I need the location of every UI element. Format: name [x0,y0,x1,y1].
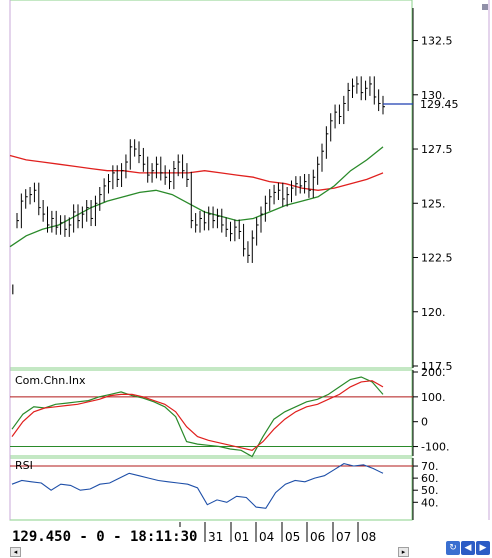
price-bars [16,76,385,263]
rsi-panel [9,457,413,521]
rsi-line [11,463,384,509]
time-label: 31 [208,530,223,544]
axis-tick-label: 125. [421,197,446,210]
axis-tick-label: 117.5 [421,360,453,373]
arrow-left-icon[interactable]: ◀ [461,541,475,555]
axis-tick-label: 122.5 [421,252,453,265]
cci-line [11,376,384,458]
time-label: 06 [310,530,325,544]
cci-panel [9,369,413,457]
time-label: 07 [336,530,351,544]
axis-tick-label: 127.5 [421,143,453,156]
axis-tick-label: 130. [421,89,446,102]
time-label: 04 [259,530,274,544]
last-price-label: 129.45 [420,98,459,111]
axis-tick-label: 100. [421,391,446,404]
rsi-lines [10,463,413,509]
cci-title: Com.Chn.Inx [15,374,86,387]
axis-tick-label: -100. [421,441,449,454]
rsi-axis-ticks: 70.60.50.40. [413,460,439,509]
moving-averages [9,146,384,248]
scroll-right-button[interactable]: ▸ [398,547,409,557]
axis-tick-label: 132.5 [421,35,453,48]
price-axis-ticks: 132.5 130. 127.5 125. 122.5 120. 117.5 [413,35,453,373]
price-readout: 129.450 - 0 - 18:11:30 [10,527,200,547]
corner-marker [482,4,488,10]
price-panel [9,0,413,369]
moving-average-line [9,146,384,248]
cci-line [11,380,384,451]
axis-tick-label: 40. [421,496,439,509]
axis-tick-label: 120. [421,306,446,319]
refresh-icon[interactable]: ↻ [446,541,460,555]
axis-tick-label: 200. [421,366,446,379]
axis-tick-label: 0 [421,416,428,429]
arrow-right-icon[interactable]: ▶ [476,541,490,555]
cci-axis-ticks: 200. 100. 0 -100. [413,366,449,454]
left-marker: | [11,284,15,295]
axis-tick-label: 60. [421,472,439,485]
time-label: 08 [361,530,376,544]
axis-tick-label: 50. [421,484,439,497]
moving-average-line [9,154,384,191]
rsi-title: RSI [15,459,33,472]
time-axis: 3031010405060708 [179,522,376,544]
cci-lines [10,376,413,458]
time-label: 05 [285,530,300,544]
time-label: 01 [234,530,249,544]
scroll-left-button[interactable]: ◂ [10,547,21,557]
axis-tick-label: 70. [421,460,439,473]
